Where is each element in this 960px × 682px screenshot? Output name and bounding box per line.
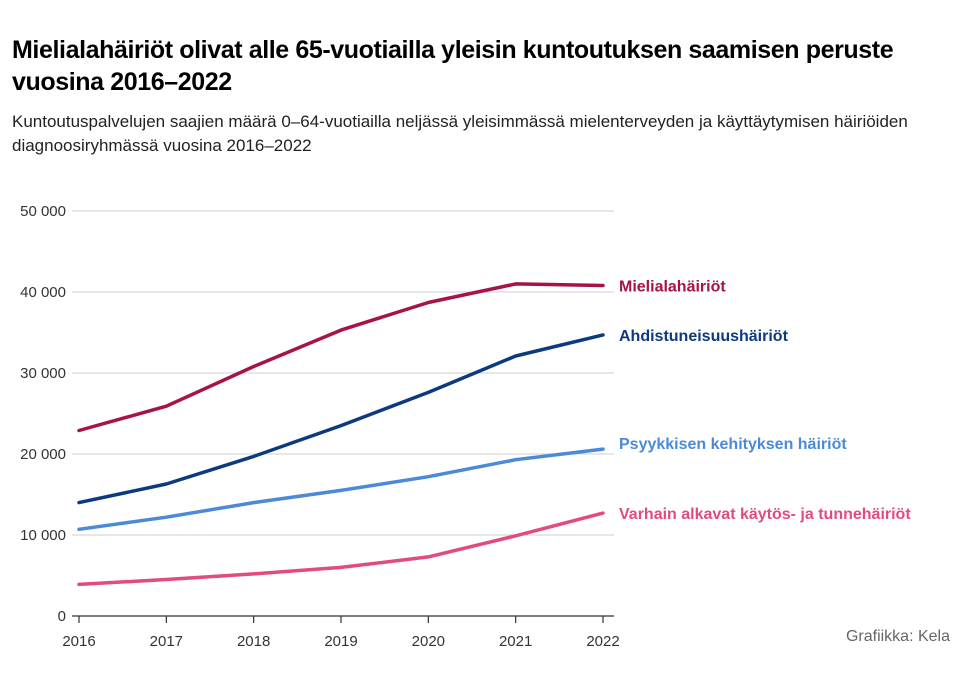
series-label: Varhain alkavat käytös- ja tunnehäiriöt bbox=[619, 506, 911, 523]
y-tick-label: 40 000 bbox=[20, 284, 66, 301]
series-line bbox=[77, 333, 605, 505]
y-tick-label: 30 000 bbox=[20, 365, 66, 382]
x-axis: 2016 2017 2018 2019 2020 2021 2022 bbox=[62, 615, 620, 650]
series-label: Psyykkisen kehityksen häiriöt bbox=[619, 436, 847, 453]
series-label: Ahdistuneisuushäiriöt bbox=[619, 328, 789, 345]
chart-title: Mielialahäiriöt olivat alle 65-vuotiaill… bbox=[12, 36, 894, 96]
graphic-credit: Grafiikka: Kela bbox=[845, 628, 950, 645]
x-tick-label: 2022 bbox=[586, 633, 619, 650]
series-label: Mielialahäiriöt bbox=[619, 279, 726, 296]
y-tick-label: 20 000 bbox=[20, 446, 66, 463]
series-labels: Mielialahäiriöt Ahdistuneisuushäiriöt Psyy… bbox=[619, 279, 911, 524]
series-line bbox=[77, 447, 605, 532]
x-tick-label: 2021 bbox=[499, 633, 532, 650]
y-tick-label: 10 000 bbox=[20, 527, 66, 544]
series-lines bbox=[77, 282, 605, 587]
series-line bbox=[77, 511, 605, 587]
y-axis-tick-labels: 0 10 000 20 000 30 000 40 000 50 000 bbox=[20, 203, 66, 625]
x-tick-label: 2018 bbox=[237, 633, 270, 650]
x-tick-label: 2016 bbox=[62, 633, 95, 650]
y-tick-label: 50 000 bbox=[20, 203, 66, 220]
series-line bbox=[77, 282, 605, 433]
x-tick-label: 2017 bbox=[150, 633, 183, 650]
chart-subtitle: Kuntoutuspalvelujen saajien määrä 0–64-v… bbox=[12, 112, 908, 155]
x-tick-label: 2020 bbox=[412, 633, 445, 650]
y-tick-label: 0 bbox=[58, 608, 66, 625]
x-tick-label: 2019 bbox=[324, 633, 357, 650]
